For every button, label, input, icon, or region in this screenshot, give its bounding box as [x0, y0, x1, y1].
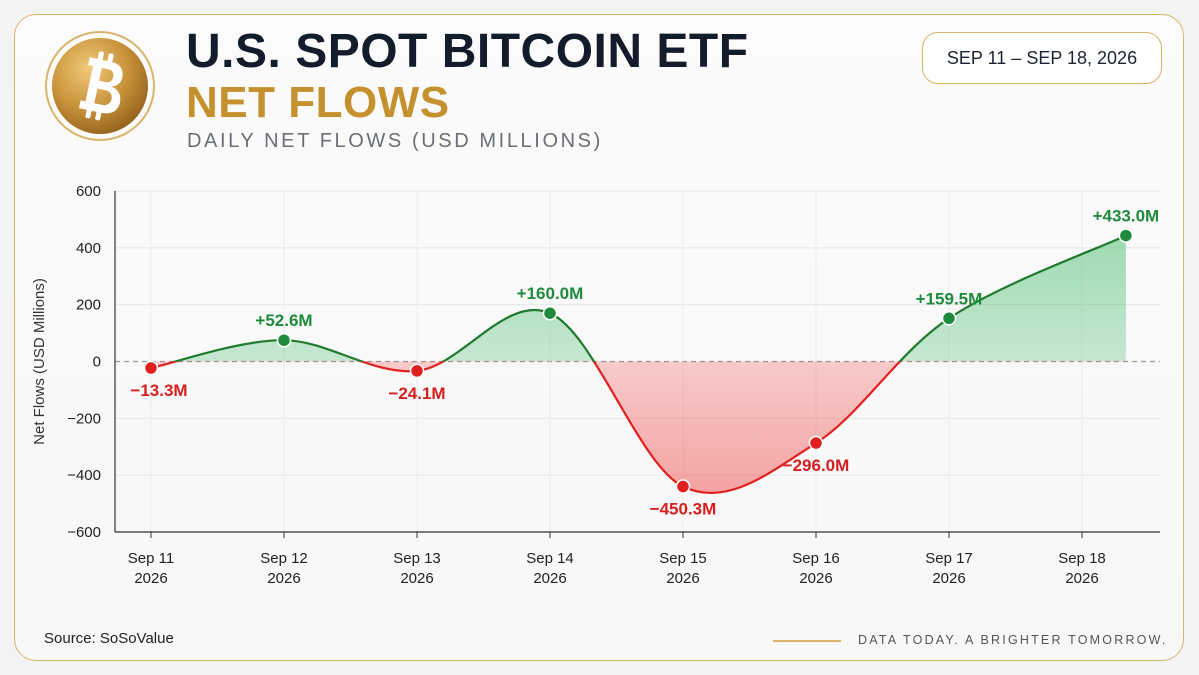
data-label: −13.3M: [130, 381, 187, 400]
bitcoin-logo-icon: [45, 31, 155, 141]
data-point: [409, 363, 425, 379]
x-tick-year: 2026: [799, 570, 832, 587]
y-tick-label: 200: [76, 297, 101, 314]
x-tick-year: 2026: [400, 570, 433, 587]
data-point: [675, 479, 691, 494]
x-tick-year: 2026: [267, 570, 300, 587]
x-tick-year: 2026: [134, 570, 167, 587]
area-layer: [151, 235, 1126, 493]
data-label: +433.0M: [1093, 207, 1160, 226]
x-tick-label: Sep 18: [1058, 550, 1106, 567]
negative-area: [151, 361, 1126, 493]
y-tick-label: 400: [76, 240, 101, 257]
x-tick-label: Sep 17: [925, 550, 973, 567]
x-tick-year: 2026: [533, 570, 566, 587]
data-label: +160.0M: [517, 284, 584, 303]
data-point: [808, 435, 824, 451]
x-tick-label: Sep 14: [526, 550, 574, 567]
x-tick-label: Sep 12: [260, 550, 308, 567]
data-point: [1118, 228, 1134, 243]
x-tick-year: 2026: [1065, 570, 1098, 587]
data-label: −24.1M: [388, 384, 445, 403]
page-title: U.S. SPOT BITCOIN ETF: [186, 25, 749, 78]
y-tick-label: 0: [93, 354, 101, 371]
x-tick-year: 2026: [666, 570, 699, 587]
data-point: [941, 311, 957, 326]
data-point: [276, 332, 292, 348]
label-layer: −13.3M +52.6M −24.1M +160.0M −450.3M −296.0M +…: [130, 207, 1159, 519]
x-tick-label: Sep 11: [128, 550, 174, 567]
date-range-badge: SEP 11 – SEP 18, 2026: [922, 32, 1162, 84]
data-label: −296.0M: [783, 456, 850, 475]
chart-subtitle: DAILY NET FLOWS (USD MILLIONS): [187, 130, 603, 152]
tagline: DATA TODAY. A BRIGHTER TOMORROW.: [858, 633, 1168, 647]
positive-area: [177, 235, 1126, 361]
y-tick-label: −600: [67, 524, 101, 541]
axis-layer: 600 400 200 0 −200 −400 −600 Sep 11 2026 Sep 12 20…: [31, 183, 1160, 587]
x-tick-label: Sep 16: [792, 550, 840, 567]
data-point: [542, 305, 558, 321]
source-note: Source: SoSoValue: [44, 630, 174, 647]
x-tick-label: Sep 13: [393, 550, 441, 567]
data-point: [143, 360, 159, 376]
page-title-highlight: NET FLOWS: [186, 78, 450, 127]
y-tick-label: −400: [67, 467, 101, 484]
x-tick-label: Sep 15: [659, 550, 707, 567]
data-label: +52.6M: [255, 311, 312, 330]
data-label: +159.5M: [916, 289, 983, 308]
point-layer: [143, 228, 1134, 494]
x-tick-year: 2026: [932, 570, 965, 587]
y-tick-label: 600: [76, 183, 101, 200]
data-label: −450.3M: [650, 500, 717, 519]
y-axis-label: Net Flows (USD Millions): [31, 278, 48, 445]
tagline-divider: [773, 640, 841, 642]
y-tick-label: −200: [67, 410, 101, 427]
